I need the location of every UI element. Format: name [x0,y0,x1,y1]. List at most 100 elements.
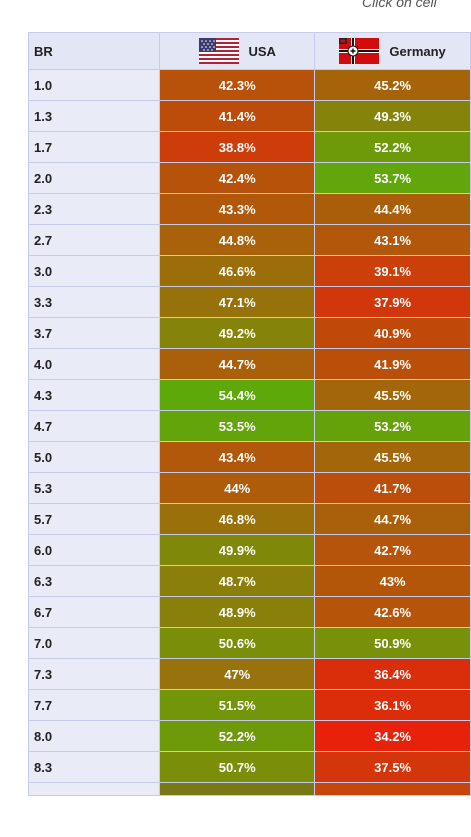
table-row: 3.3 47.1% 37.9% [27,286,471,318]
germany-winrate-cell[interactable]: 53.2% [314,410,471,442]
usa-winrate-cell[interactable]: 46.6% [159,255,316,287]
germany-winrate-cell[interactable]: 37.5% [314,751,471,783]
table-row: 5.3 44% 41.7% [27,472,471,504]
table-row: 4.7 53.5% 53.2% [27,410,471,442]
germany-winrate-cell[interactable]: 41.9% [314,348,471,380]
germany-winrate-cell[interactable]: 41.7% [314,472,471,504]
table-row: 6.7 48.9% 42.6% [27,596,471,628]
br-cell: 3.0 [27,255,161,287]
germany-winrate-cell[interactable]: 49.3% [314,100,471,132]
table-row: 7.0 50.6% 50.9% [27,627,471,659]
usa-winrate-cell[interactable]: 48.7% [159,565,316,597]
germany-winrate-cell[interactable]: 39.1% [314,255,471,287]
germany-winrate-cell[interactable]: 42.6% [314,596,471,628]
germany-winrate-cell[interactable]: 42.7% [314,534,471,566]
table-row: 6.0 49.9% 42.7% [27,534,471,566]
germany-winrate-cell[interactable]: 43% [314,565,471,597]
usa-winrate-cell[interactable]: 50.7% [159,751,316,783]
germany-column-header[interactable]: Germany [314,32,471,70]
usa-winrate-cell[interactable]: 43.3% [159,193,316,225]
table-row: 1.0 42.3% 45.2% [27,69,471,101]
usa-winrate-cell[interactable]: 51.5% [159,689,316,721]
usa-column-label: USA [248,43,276,59]
usa-winrate-cell[interactable]: 52.2% [159,720,316,752]
table-row: 6.3 48.7% 43% [27,565,471,597]
br-column-header[interactable]: BR [27,32,161,70]
usa-winrate-cell[interactable]: 42.3% [159,69,316,101]
br-cell: 5.7 [27,503,161,535]
germany-winrate-cell[interactable]: 34.2% [314,720,471,752]
germany-winrate-cell[interactable]: 45.5% [314,379,471,411]
table-row: 3.7 49.2% 40.9% [27,317,471,349]
germany-winrate-cell[interactable]: 36.1% [314,689,471,721]
germany-winrate-cell[interactable]: 45.5% [314,441,471,473]
usa-column-header[interactable]: USA [159,32,316,70]
br-cell: 6.3 [27,565,161,597]
usa-winrate-cell[interactable]: 41.4% [159,100,316,132]
germany-winrate-cell[interactable]: 44.7% [314,503,471,535]
table-row: 3.0 46.6% 39.1% [27,255,471,287]
br-cell: 3.7 [27,317,161,349]
table-row: 2.0 42.4% 53.7% [27,162,471,194]
table-row: 1.7 38.8% 52.2% [27,131,471,163]
table-row: 5.7 46.8% 44.7% [27,503,471,535]
usa-winrate-cell[interactable]: 54.4% [159,379,316,411]
germany-winrate-cell[interactable]: 45.2% [314,69,471,101]
table-body: 1.0 42.3% 45.2% 1.3 41.4% 49.3% 1.7 38.8% 52.2% 2… [27,69,471,796]
germany-winrate-cell[interactable]: 40.9% [314,317,471,349]
germany-winrate-cell[interactable]: 52.2% [314,131,471,163]
br-cell: 8.3 [27,751,161,783]
usa-winrate-cell[interactable]: 46.8% [159,503,316,535]
table-row: 7.7 51.5% 36.1% [27,689,471,721]
germany-winrate-cell[interactable]: 44.4% [314,193,471,225]
br-cell: 6.7 [27,596,161,628]
br-cell: 3.3 [27,286,161,318]
germany-winrate-cell[interactable]: 50.9% [314,627,471,659]
br-cell: 4.7 [27,410,161,442]
usa-winrate-cell[interactable]: 42.4% [159,162,316,194]
usa-winrate-cell[interactable]: 49.9% [159,534,316,566]
br-cell: 5.0 [27,441,161,473]
br-cell: 4.3 [27,379,161,411]
br-cell: 7.0 [27,627,161,659]
br-cell: 7.7 [27,689,161,721]
table-row: 8.0 52.2% 34.2% [27,720,471,752]
br-cell: 7.3 [27,658,161,690]
germany-winrate-cell[interactable]: 37.9% [314,286,471,318]
br-cell: 8.0 [27,720,161,752]
usa-winrate-cell[interactable]: 44.8% [159,224,316,256]
br-cell: 5.3 [27,472,161,504]
table-row: 1.3 41.4% 49.3% [27,100,471,132]
usa-winrate-cell[interactable]: 38.8% [159,131,316,163]
usa-winrate-cell[interactable]: 44.7% [159,348,316,380]
table-row: 4.3 54.4% 45.5% [27,379,471,411]
germany-column-label: Germany [389,43,446,59]
germany-winrate-cell[interactable]: 53.7% [314,162,471,194]
br-cell: 2.0 [27,162,161,194]
table-row: 7.3 47% 36.4% [27,658,471,690]
usa-flag-icon [198,38,239,64]
table-row-partial [27,782,471,796]
usa-winrate-cell[interactable]: 44% [159,472,316,504]
usa-winrate-cell[interactable]: 50.6% [159,627,316,659]
usa-winrate-cell[interactable] [159,782,316,796]
usa-winrate-cell[interactable]: 49.2% [159,317,316,349]
table-row: 2.3 43.3% 44.4% [27,193,471,225]
usa-winrate-cell[interactable]: 48.9% [159,596,316,628]
br-cell: 6.0 [27,534,161,566]
table-row: 8.3 50.7% 37.5% [27,751,471,783]
usa-winrate-cell[interactable]: 47% [159,658,316,690]
germany-winrate-cell[interactable]: 43.1% [314,224,471,256]
br-cell [27,782,161,796]
germany-winrate-cell[interactable] [314,782,471,796]
table-row: 5.0 43.4% 45.5% [27,441,471,473]
table-header-row: BR [27,32,471,70]
usa-winrate-cell[interactable]: 43.4% [159,441,316,473]
germany-flag-icon [339,38,380,64]
germany-winrate-cell[interactable]: 36.4% [314,658,471,690]
usa-winrate-cell[interactable]: 53.5% [159,410,316,442]
winrate-table: BR [27,32,471,796]
br-cell: 2.3 [27,193,161,225]
br-cell: 4.0 [27,348,161,380]
usa-winrate-cell[interactable]: 47.1% [159,286,316,318]
